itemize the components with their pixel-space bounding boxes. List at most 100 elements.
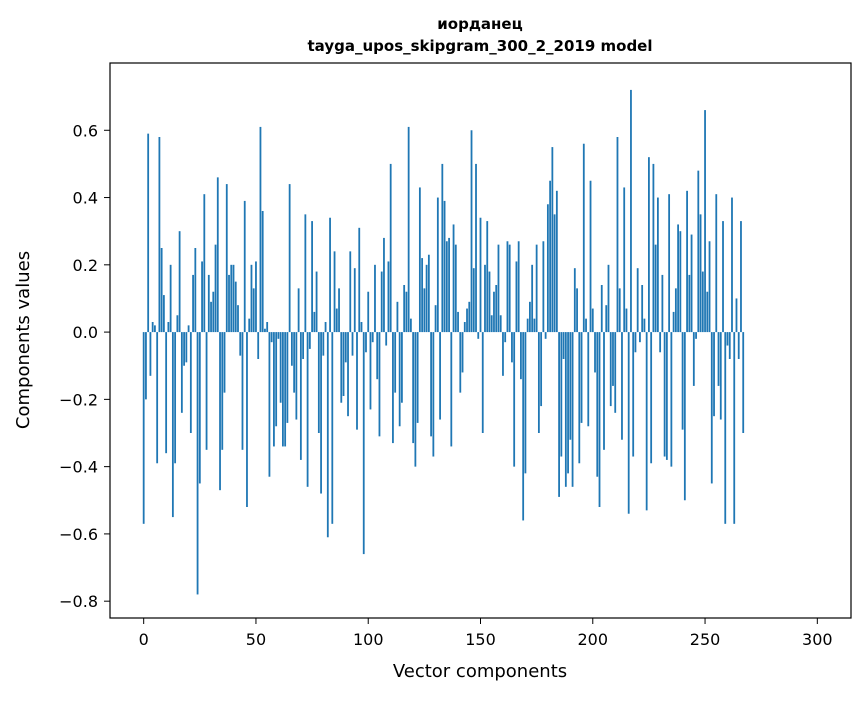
bar bbox=[466, 308, 468, 333]
bar bbox=[571, 332, 574, 487]
bar bbox=[360, 322, 363, 333]
bar bbox=[490, 315, 493, 333]
bar bbox=[481, 332, 484, 433]
bar bbox=[407, 126, 410, 333]
bar bbox=[722, 221, 724, 333]
bar bbox=[549, 180, 552, 333]
bar bbox=[398, 332, 401, 427]
bar bbox=[632, 332, 635, 457]
bar bbox=[704, 110, 706, 333]
bar bbox=[710, 332, 713, 484]
bar bbox=[194, 248, 197, 333]
chart-title: иорданец bbox=[437, 15, 522, 33]
bar bbox=[282, 332, 284, 447]
bar bbox=[212, 291, 215, 333]
bar bbox=[160, 248, 163, 333]
bar bbox=[171, 332, 174, 518]
bar bbox=[643, 318, 646, 333]
bar bbox=[690, 234, 693, 333]
bar bbox=[142, 332, 145, 524]
bar bbox=[340, 332, 343, 403]
bar bbox=[726, 332, 729, 346]
bar bbox=[356, 332, 358, 430]
bar bbox=[362, 332, 365, 555]
bar bbox=[154, 325, 156, 333]
bar bbox=[659, 332, 662, 353]
bar bbox=[241, 332, 244, 450]
bar bbox=[167, 322, 170, 333]
bar bbox=[243, 200, 246, 333]
bar bbox=[264, 328, 266, 333]
bar bbox=[737, 332, 740, 359]
bar bbox=[454, 244, 457, 333]
bar bbox=[275, 332, 278, 427]
bar bbox=[731, 197, 733, 333]
bar bbox=[472, 268, 475, 333]
bar bbox=[277, 332, 280, 339]
bar bbox=[513, 332, 516, 467]
x-tick-label: 250 bbox=[690, 630, 721, 649]
bar bbox=[621, 332, 623, 440]
bar bbox=[457, 311, 459, 333]
bar bbox=[317, 332, 320, 433]
bar bbox=[427, 254, 430, 333]
bar bbox=[414, 332, 417, 467]
bar bbox=[663, 332, 666, 457]
x-tick-label: 100 bbox=[353, 630, 384, 649]
bar bbox=[600, 285, 603, 333]
bar bbox=[214, 244, 217, 333]
bar bbox=[717, 332, 720, 386]
bar bbox=[293, 332, 296, 393]
bar bbox=[650, 332, 653, 464]
bar bbox=[634, 332, 637, 353]
bar bbox=[542, 241, 545, 333]
bar bbox=[329, 217, 331, 333]
bar bbox=[315, 271, 318, 333]
bar bbox=[679, 231, 682, 333]
bar bbox=[719, 332, 722, 420]
bar bbox=[297, 288, 300, 333]
bar bbox=[185, 332, 188, 363]
bar bbox=[187, 325, 190, 333]
bar bbox=[522, 332, 525, 521]
bar bbox=[239, 332, 242, 356]
bar bbox=[540, 332, 543, 407]
bar bbox=[387, 261, 390, 333]
bar bbox=[342, 332, 345, 396]
bar bbox=[724, 332, 727, 524]
bar bbox=[376, 332, 379, 380]
bar bbox=[506, 241, 509, 333]
bar bbox=[284, 332, 287, 447]
bar bbox=[609, 332, 612, 407]
bar bbox=[234, 281, 237, 333]
bar bbox=[497, 244, 500, 333]
bar bbox=[553, 214, 556, 333]
bar bbox=[585, 318, 587, 333]
y-tick-label: −0.4 bbox=[59, 458, 98, 477]
bar bbox=[378, 332, 381, 437]
y-tick-label: −0.2 bbox=[59, 390, 98, 409]
bar bbox=[715, 194, 718, 333]
bar bbox=[335, 308, 338, 333]
bar bbox=[304, 214, 307, 333]
bar bbox=[708, 241, 711, 333]
bar bbox=[430, 332, 432, 437]
bar bbox=[223, 332, 226, 393]
bar bbox=[515, 261, 518, 333]
bar bbox=[479, 217, 482, 333]
bar bbox=[580, 332, 583, 423]
bar bbox=[535, 244, 538, 333]
chart-subtitle: tayga_upos_skipgram_300_2_2019 model bbox=[308, 37, 653, 55]
bar bbox=[416, 332, 419, 423]
x-tick-label: 0 bbox=[139, 630, 149, 649]
bar bbox=[486, 221, 489, 333]
bar bbox=[219, 332, 221, 491]
bar bbox=[358, 227, 361, 333]
bar bbox=[405, 291, 408, 333]
bar bbox=[401, 332, 403, 403]
bar bbox=[636, 268, 639, 333]
bar bbox=[409, 318, 412, 333]
bar bbox=[551, 147, 554, 333]
bar bbox=[225, 184, 228, 333]
